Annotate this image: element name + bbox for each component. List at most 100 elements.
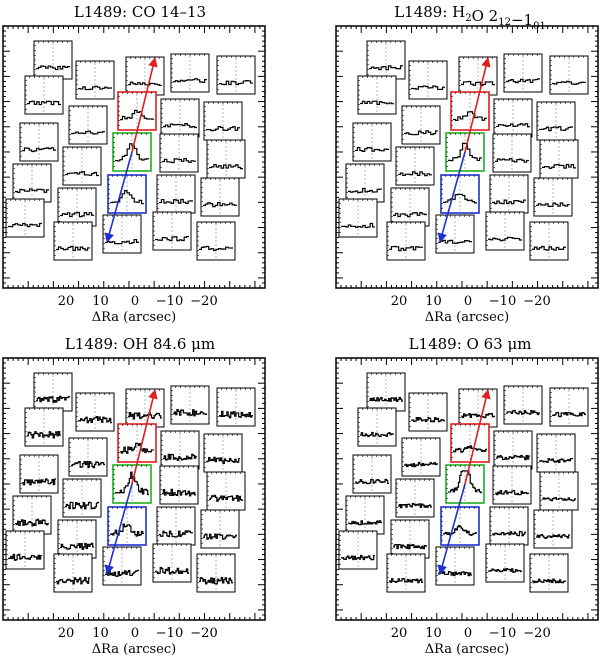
x-tick-label: 20 — [58, 626, 75, 641]
spaxel-spectrum — [345, 163, 385, 203]
spaxel-spectrum — [125, 56, 165, 96]
spaxel-spectrum — [450, 423, 490, 463]
axis-ticks — [2, 25, 266, 289]
spaxel-spectrum — [536, 101, 576, 141]
x-axis-label: ΔRa (arcsec) — [92, 642, 176, 657]
spaxel-spectrum — [159, 465, 199, 505]
spaxel-spectrum — [338, 530, 378, 570]
blue-outflow-arrow — [437, 483, 466, 575]
spaxel-spectrum — [12, 163, 52, 203]
x-axis-label: ΔRa (arcsec) — [425, 642, 509, 657]
spaxel-spectrum — [19, 454, 59, 494]
x-tick-label: 10 — [92, 626, 109, 641]
axis-ticks — [2, 357, 266, 621]
spaxel-spectrum — [216, 55, 256, 95]
red-outflow-arrow — [464, 389, 491, 485]
spaxel-spectrum — [62, 146, 102, 186]
x-axis-label: ΔRa (arcsec) — [92, 310, 176, 325]
spaxel-spectrum — [117, 423, 157, 463]
x-tick-label: 0 — [131, 294, 139, 309]
spaxel-spectrum — [75, 392, 115, 432]
spaxel-spectrum — [12, 495, 52, 535]
spaxel-spectrum — [170, 53, 210, 93]
spaxel-spectrum — [440, 174, 480, 214]
x-tick-label: 0 — [464, 294, 472, 309]
spaxel-spectrum — [395, 478, 435, 518]
spaxel-spectrum — [549, 387, 589, 427]
spaxel-spectrum — [440, 506, 480, 546]
spaxel-spectrum — [503, 53, 543, 93]
spaxel-spectrum — [386, 553, 426, 593]
spaxel-spectrum — [216, 387, 256, 427]
blue-outflow-arrow — [104, 483, 133, 575]
spaxel-spectrum — [401, 437, 441, 477]
spaxel-spectrum — [57, 519, 97, 559]
spaxel-spectrum — [19, 122, 59, 162]
spaxel-spectrum — [458, 388, 498, 428]
spaxel-spectrum — [203, 433, 243, 473]
spaxel-spectrum — [352, 454, 392, 494]
x-tick-label: −10 — [489, 294, 516, 309]
spaxel-spectrum — [156, 506, 196, 546]
spaxel-spectrum — [401, 105, 441, 145]
spaxel-spectrum — [152, 543, 192, 583]
spaxel-spectrum — [345, 495, 385, 535]
spaxel-spectrum — [200, 177, 240, 217]
spaxel-spectrum — [159, 133, 199, 173]
spaxel-spectrum — [539, 471, 579, 511]
spaxel-spectrum — [408, 392, 448, 432]
red-outflow-arrow — [131, 57, 158, 153]
blue-outflow-arrow — [437, 151, 466, 243]
spaxel-spectrum — [5, 198, 45, 238]
spaxel-spectrum — [107, 506, 147, 546]
x-tick-label: 20 — [391, 626, 408, 641]
spaxel-spectrum — [366, 40, 406, 80]
spaxel-spectrum — [493, 98, 533, 138]
red-outflow-arrow — [131, 389, 158, 485]
spaxel-spectrum — [152, 211, 192, 251]
spaxel-spectrum — [352, 122, 392, 162]
spaxel-spectrum — [450, 91, 490, 131]
spaxel-spectrum — [117, 91, 157, 131]
x-tick-label: −10 — [156, 626, 183, 641]
spaxel-spectrum — [206, 471, 246, 511]
panel-title: L1489: CO 14–13 — [74, 3, 206, 21]
spaxel-spectrum — [458, 56, 498, 96]
x-tick-label: 0 — [464, 626, 472, 641]
spaxel-spectrum — [338, 198, 378, 238]
spaxel-spectrum — [57, 187, 97, 227]
x-tick-label: −10 — [489, 626, 516, 641]
spaxel-spectrum — [33, 40, 73, 80]
panel-4: L1489: O 63 μm 20 10 0 −10 −20 ΔRa (arcsec) — [335, 335, 599, 657]
spaxel-spectrum — [62, 478, 102, 518]
spaxel-spectrum — [503, 385, 543, 425]
spaxel-spectrum — [489, 506, 529, 546]
spaxel-spectrum — [357, 407, 397, 447]
spaxel-spectrum — [366, 372, 406, 412]
spaxel-spectrum — [206, 139, 246, 179]
x-tick-label: −20 — [523, 294, 550, 309]
spaxel-spectrum — [533, 177, 573, 217]
spaxel-spectrum — [357, 75, 397, 115]
spaxel-spectrum — [24, 75, 64, 115]
spaxel-spectrum — [160, 98, 200, 138]
spaxel-spectrum — [489, 174, 529, 214]
spaxel-spectrum — [485, 211, 525, 251]
x-tick-label: 10 — [425, 294, 442, 309]
x-tick-label: −10 — [156, 294, 183, 309]
spaxel-spectrum — [529, 553, 569, 593]
spaxel-spectrum — [75, 60, 115, 100]
x-tick-label: −20 — [190, 626, 217, 641]
spaxel-spectrum — [492, 133, 532, 173]
spaxel-spectrum — [156, 174, 196, 214]
spaxel-spectrum — [53, 553, 93, 593]
x-tick-label: −20 — [523, 626, 550, 641]
spaxel-spectrum — [386, 221, 426, 261]
spaxel-spectrum — [200, 509, 240, 549]
spaxel-spectrum — [536, 433, 576, 473]
x-tick-label: 10 — [425, 626, 442, 641]
spaxel-spectrum — [125, 388, 165, 428]
spaxel-spectrum — [492, 465, 532, 505]
spaxel-spectrum — [203, 101, 243, 141]
